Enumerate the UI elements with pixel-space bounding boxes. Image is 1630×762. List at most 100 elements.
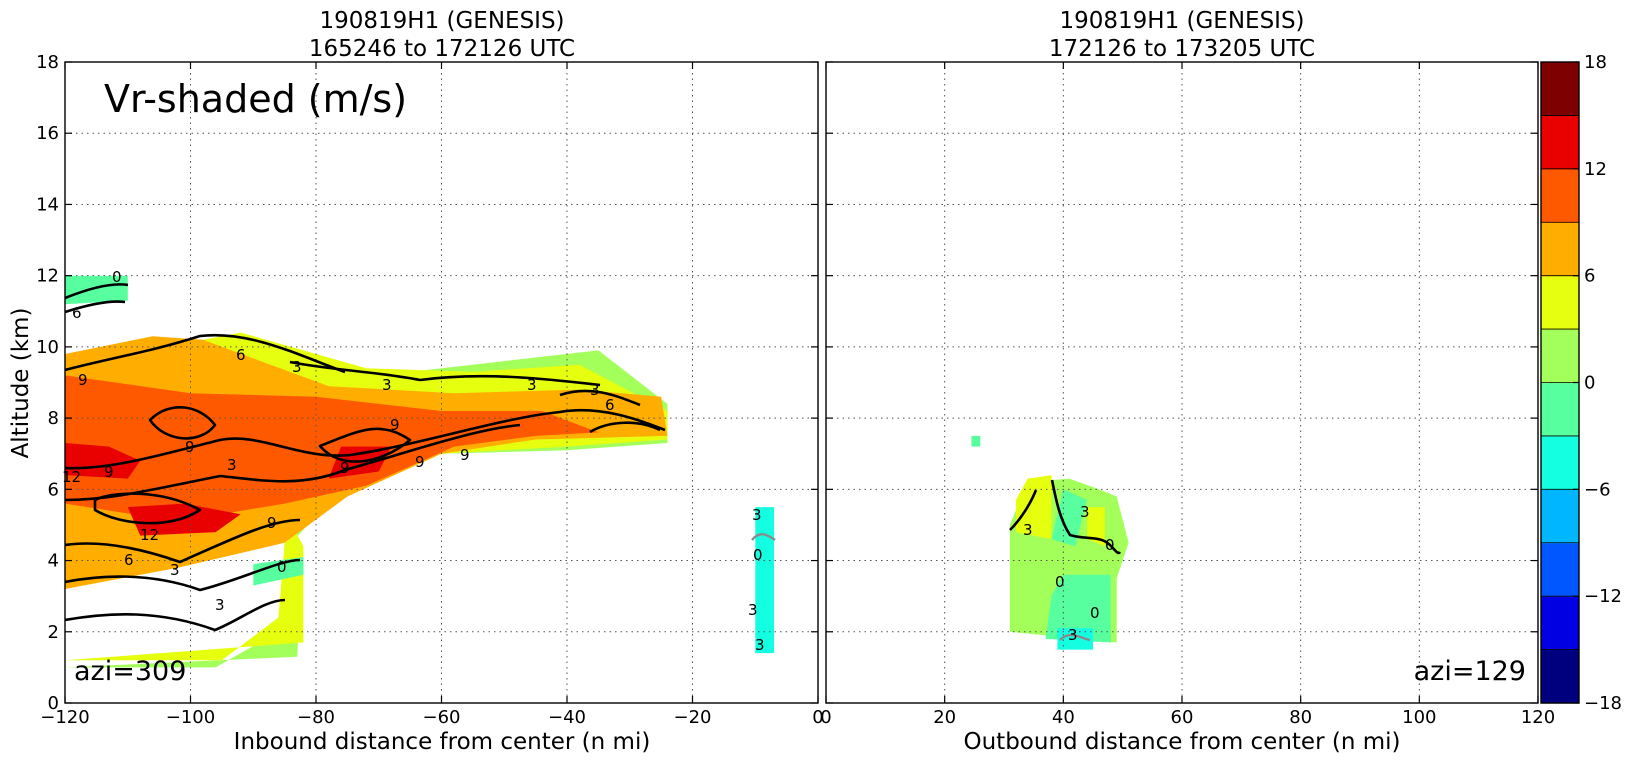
- contour-label: 9: [267, 514, 277, 532]
- colorbar-swatch: [1541, 329, 1579, 384]
- contour-label: 12: [140, 526, 159, 544]
- left-panel: 190819H1 (GENESIS) 165246 to 172126 UTC: [8, 8, 824, 755]
- contour-label: 3: [748, 601, 758, 619]
- contour-label: 3: [292, 358, 302, 376]
- shaded-region: [65, 443, 141, 479]
- right-panel: 190819H1 (GENESIS) 172126 to 173205 UTC …: [820, 8, 1555, 755]
- right-x-tick-label: 0: [820, 707, 831, 728]
- shaded-region: [253, 557, 304, 586]
- right-x-tick-label: 40: [1052, 707, 1075, 728]
- right-azimuth-label: azi=129: [1414, 656, 1526, 687]
- y-tick-label: 6: [48, 479, 59, 500]
- y-tick-label: 0: [48, 693, 59, 714]
- contour-label: 0: [1105, 536, 1115, 554]
- left-x-tick-label: −60: [423, 707, 461, 728]
- right-title-line2: 172126 to 173205 UTC: [1049, 36, 1315, 62]
- right-x-tick-label: 20: [933, 707, 956, 728]
- contour-label: 0: [1055, 573, 1065, 591]
- shaded-region: [1087, 507, 1105, 547]
- left-azimuth-label: azi=309: [74, 656, 186, 687]
- left-title-line1: 190819H1 (GENESIS): [319, 8, 564, 34]
- colorbar-tick-label: 18: [1584, 52, 1607, 73]
- contour-label: 3: [1068, 626, 1078, 644]
- right-x-tick-label: 120: [1521, 707, 1555, 728]
- contour-label: 0: [277, 558, 287, 576]
- y-tick-label: 14: [36, 194, 59, 215]
- left-x-tick-label: −80: [297, 707, 335, 728]
- left-x-axis-label: Inbound distance from center (n mi): [234, 729, 651, 755]
- colorbar-swatch: [1541, 649, 1579, 704]
- shaded-region: [65, 275, 128, 305]
- colorbar-swatches: [1541, 62, 1579, 704]
- contour-label: 3: [227, 456, 237, 474]
- y-tick-label: 12: [36, 266, 59, 287]
- right-x-tick-label: 100: [1402, 707, 1436, 728]
- contour-label: 3: [1080, 503, 1090, 521]
- shaded-region: [971, 435, 981, 447]
- shaded-region: [1015, 475, 1052, 540]
- colorbar-swatch: [1541, 62, 1579, 117]
- y-tick-label: 10: [36, 337, 59, 358]
- contour-label: 3: [752, 506, 762, 524]
- contour-label: 6: [605, 396, 615, 414]
- colorbar-swatch: [1541, 382, 1579, 437]
- contour-label: 6: [72, 304, 82, 322]
- contour-label: 3: [590, 381, 600, 399]
- contour-label: 9: [78, 371, 88, 389]
- right-contours: [1009, 479, 1122, 642]
- left-x-tick-label: −40: [548, 707, 586, 728]
- contour-label: 6: [236, 346, 246, 364]
- contour-label: 3: [215, 596, 225, 614]
- colorbar-swatch: [1541, 542, 1579, 597]
- colorbar-swatch: [1541, 435, 1579, 490]
- contour-label: 3: [382, 376, 392, 394]
- left-x-tick-label: 0: [812, 707, 823, 728]
- left-column-contour: [751, 533, 776, 541]
- left-x-tick-label: −20: [674, 707, 712, 728]
- contour-label: 9: [390, 416, 400, 434]
- colorbar-swatch: [1541, 115, 1579, 170]
- y-tick-label: 16: [36, 123, 59, 144]
- y-tick-label: 4: [48, 551, 59, 572]
- left-x-tick-label: −100: [166, 707, 215, 728]
- colorbar-swatch: [1541, 275, 1579, 330]
- contour-label: 9: [104, 463, 114, 481]
- colorbar-swatch: [1541, 596, 1579, 651]
- right-x-axis-label: Outbound distance from center (n mi): [964, 729, 1401, 755]
- left-contours: [65, 283, 666, 632]
- right-x-tick-label: 80: [1289, 707, 1312, 728]
- shaded-region: [127, 503, 241, 536]
- contour-label: 0: [112, 268, 122, 286]
- contour-label: 3: [527, 376, 537, 394]
- shaded-region: [1057, 628, 1093, 650]
- colorbar: 18 12 6 0 −6 −12 −18: [1540, 52, 1622, 714]
- left-ticks: −120 −100 −80 −60 −40 −20 0 0 2 4 6 8 10 12 14 16 18: [36, 52, 824, 728]
- right-x-tick-label: 60: [1171, 707, 1194, 728]
- colorbar-ticks: 18 12 6 0 −6 −12 −18: [1573, 52, 1622, 714]
- colorbar-swatch: [1541, 222, 1579, 277]
- contour-label: 9: [460, 446, 470, 464]
- variable-label: Vr-shaded (m/s): [104, 77, 407, 121]
- shaded-region: [755, 507, 775, 654]
- contour-label: 9: [340, 459, 350, 477]
- shaded-region: [1045, 574, 1111, 643]
- contour-label: 3: [170, 561, 180, 579]
- contour-label: 9: [185, 438, 195, 456]
- contour-label: 9: [415, 453, 425, 471]
- colorbar-tick-label: 12: [1584, 159, 1607, 180]
- left-title-line2: 165246 to 172126 UTC: [309, 36, 575, 62]
- left-contour-labels: 0 6 6 3 3 3 3 6 9 9 9 9 9 9 9 12 12 6 3 …: [62, 268, 765, 654]
- left-x-tick-label: −120: [40, 707, 89, 728]
- right-shaded-field: [971, 435, 1129, 650]
- contour-label: 0: [753, 546, 763, 564]
- colorbar-swatch: [1541, 168, 1579, 223]
- y-axis-label: Altitude (km): [8, 308, 34, 459]
- colorbar-swatch: [1541, 489, 1579, 544]
- y-tick-label: 8: [48, 408, 59, 429]
- colorbar-tick-label: −12: [1584, 586, 1622, 607]
- right-grid: [826, 62, 1538, 703]
- y-tick-label: 18: [36, 52, 59, 73]
- right-ticks: 0 20 40 60 80 100 120: [820, 61, 1555, 728]
- colorbar-tick-label: 6: [1584, 266, 1595, 287]
